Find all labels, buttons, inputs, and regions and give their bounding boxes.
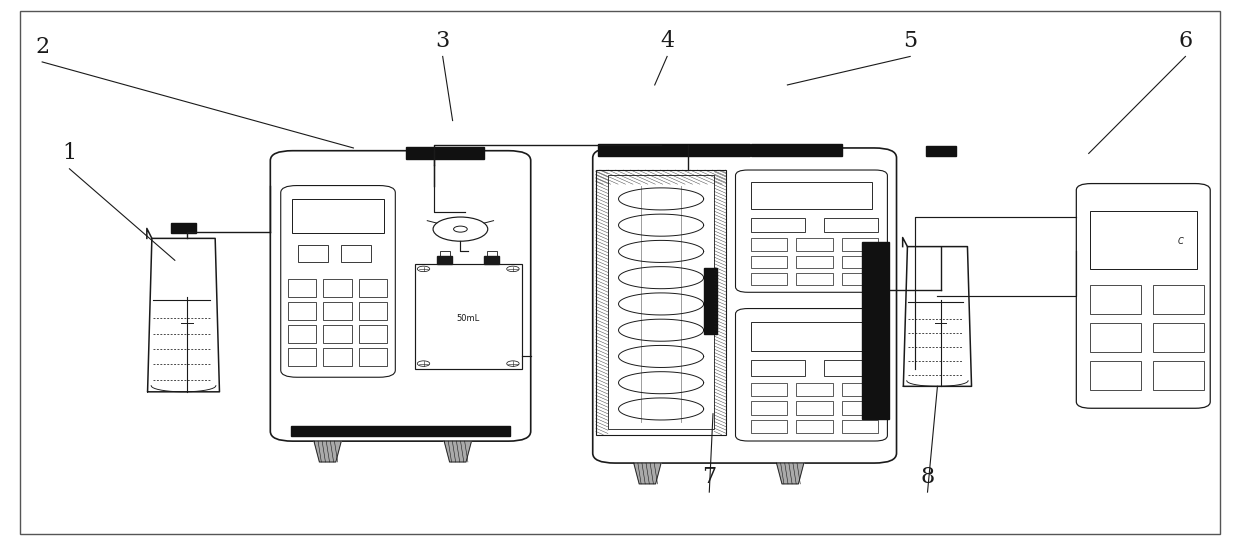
Bar [750,218,806,232]
Bar [341,245,371,262]
Bar [440,252,450,256]
Bar [750,360,806,376]
Bar [358,326,387,342]
Text: 5: 5 [903,30,918,52]
Bar [750,401,787,414]
Polygon shape [444,441,471,462]
Bar [324,279,352,296]
Bar [796,238,833,251]
Bar [750,144,842,156]
Bar [823,218,878,232]
Bar [823,360,878,376]
Bar [405,147,484,159]
Bar [1090,323,1141,352]
Bar [171,223,196,233]
Bar [750,420,787,433]
Bar [796,273,833,285]
Bar [750,238,787,251]
Bar [842,273,878,285]
Text: 7: 7 [702,466,717,488]
Bar [842,420,878,433]
Text: 6: 6 [1178,30,1193,52]
Text: 8: 8 [920,466,935,488]
Bar [1153,361,1204,390]
Bar [358,302,387,319]
Bar [796,401,833,414]
Bar [595,170,727,435]
Bar [796,420,833,433]
Bar [1153,285,1204,314]
Bar [1090,285,1141,314]
Bar [862,242,889,419]
Polygon shape [634,463,661,484]
Bar [288,349,316,366]
Bar [704,268,717,334]
Polygon shape [776,463,804,484]
Text: 3: 3 [435,30,450,52]
Bar [842,238,878,251]
Text: 50mL: 50mL [456,314,480,323]
Bar [415,264,522,368]
Bar [487,252,497,256]
Bar [750,273,787,285]
Text: 4: 4 [660,30,675,52]
Bar [750,255,787,268]
Bar [842,383,878,396]
Bar [796,383,833,396]
Text: 2: 2 [35,36,50,58]
Bar [1090,210,1197,269]
Bar [291,426,510,436]
Bar [926,146,956,156]
Bar [750,322,872,351]
Bar [298,245,327,262]
Bar [1153,323,1204,352]
Bar [324,302,352,319]
Bar [288,302,316,319]
Bar [485,256,500,264]
Bar [796,255,833,268]
Text: C: C [1178,237,1184,247]
Bar [438,256,453,264]
Bar [842,401,878,414]
Bar [324,326,352,342]
Bar [750,182,872,209]
Bar [358,349,387,366]
Bar [608,175,714,429]
Text: 1: 1 [62,142,77,164]
Bar [288,279,316,296]
Bar [750,383,787,396]
Polygon shape [314,441,341,462]
Bar [1090,361,1141,390]
Bar [324,349,352,366]
Bar [293,199,384,233]
Bar [842,255,878,268]
Bar [598,144,749,156]
Bar [288,326,316,342]
Bar [358,279,387,296]
